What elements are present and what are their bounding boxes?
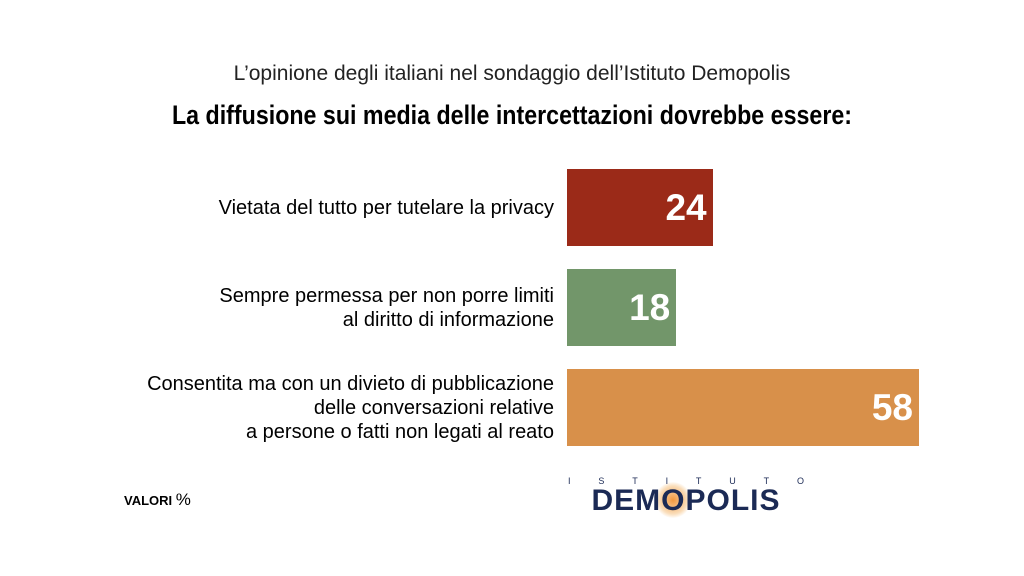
logo-part-2: POLIS bbox=[685, 484, 781, 517]
chart-title: La diffusione sui media delle intercetta… bbox=[171, 100, 853, 130]
category-label-line: Consentita ma con un divieto di pubblica… bbox=[147, 372, 554, 395]
bar-value-label: 18 bbox=[629, 287, 671, 328]
bar-value-label: 24 bbox=[665, 187, 707, 228]
category-label-line: Sempre permessa per non porre limiti bbox=[219, 284, 554, 307]
values-note-unit: % bbox=[175, 490, 191, 509]
logo-letter: I bbox=[665, 476, 669, 486]
category-label-line: al diritto di informazione bbox=[342, 308, 554, 331]
logo-part-1: DEM bbox=[591, 484, 662, 517]
category-label: Vietata del tutto per tutelare la privac… bbox=[219, 196, 554, 220]
logo-letter: S bbox=[598, 476, 605, 486]
logo-letter: T bbox=[695, 476, 702, 486]
logo-demopolis-text: DEMOPOLIS bbox=[568, 482, 804, 518]
logo-letter: U bbox=[729, 476, 736, 486]
bar: 24 bbox=[567, 169, 713, 246]
bar: 18 bbox=[567, 269, 677, 346]
logo-part-o: O bbox=[655, 482, 692, 518]
logo-letter: I bbox=[568, 476, 571, 486]
chart-subtitle: L’opinione degli italiani nel sondaggio … bbox=[233, 62, 791, 85]
category-label-line: delle conversazioni relative bbox=[313, 396, 554, 419]
category-label: Consentita ma con un divieto di pubblica… bbox=[147, 372, 554, 444]
bar-value-label: 58 bbox=[871, 387, 913, 428]
category-label-line: Vietata del tutto per tutelare la privac… bbox=[218, 196, 554, 219]
values-note: VALORI % bbox=[124, 490, 191, 510]
logo-letter: T bbox=[763, 476, 770, 486]
logo-letter: T bbox=[632, 476, 638, 486]
logo-letter: O bbox=[796, 476, 804, 486]
category-label-line: a persone o fatti non legati al reato bbox=[246, 420, 554, 443]
bar: 58 bbox=[567, 369, 919, 446]
category-label: Sempre permessa per non porre limiti al d… bbox=[219, 284, 554, 332]
values-note-label: VALORI bbox=[124, 493, 173, 508]
